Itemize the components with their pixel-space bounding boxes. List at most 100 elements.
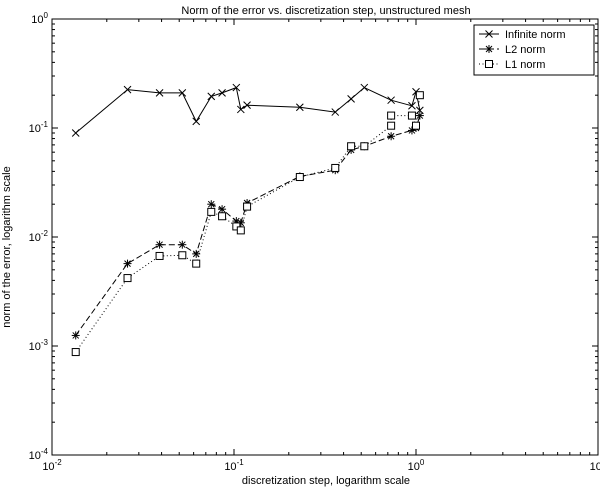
- marker-stroke: [178, 241, 186, 249]
- data-point-series-3: [207, 207, 216, 216]
- marker-square: [192, 259, 201, 268]
- data-point-series-3: [155, 251, 164, 260]
- x-axis-label: discretization step, logarithm scale: [242, 475, 410, 487]
- marker-stroke: [408, 101, 416, 110]
- marker-stroke: [331, 108, 340, 116]
- marker-square: [360, 142, 369, 151]
- marker-square: [412, 121, 420, 130]
- data-point-series-1: [123, 85, 132, 94]
- marker-square: [387, 121, 396, 130]
- marker-stroke: [178, 89, 187, 97]
- data-point-series-1: [178, 89, 187, 97]
- marker-stroke: [192, 250, 200, 258]
- marker-stroke: [156, 241, 163, 249]
- data-point-series-2: [155, 240, 164, 249]
- data-point-series-1: [243, 101, 251, 110]
- marker-stroke: [72, 332, 80, 339]
- data-point-series-1: [236, 105, 245, 114]
- series-line-1: [75, 86, 421, 134]
- marker-stroke: [387, 132, 395, 140]
- marker-stroke: [360, 83, 369, 92]
- data-point-series-2: [192, 249, 201, 258]
- y-axis-label: norm of the error, logarithm scale: [1, 166, 13, 327]
- data-point-series-1: [155, 89, 164, 97]
- legend-entry-3: L1 norm: [505, 59, 545, 71]
- data-point-series-1: [207, 92, 216, 101]
- data-point-series-3: [412, 121, 420, 130]
- marker-square: [415, 91, 424, 100]
- data-point-series-1: [387, 96, 395, 105]
- x-tick-label: 10-1: [224, 458, 244, 473]
- data-point-series-3: [415, 91, 424, 100]
- data-point-series-1: [71, 129, 80, 137]
- marker-square: [387, 111, 396, 120]
- data-point-series-3: [295, 173, 304, 182]
- data-point-series-3: [236, 226, 245, 235]
- y-tick-label: 10-4: [29, 447, 49, 462]
- marker-stroke: [71, 129, 80, 137]
- y-tick-label: 10-3: [29, 338, 49, 353]
- marker-square: [347, 142, 356, 151]
- marker-stroke: [485, 30, 493, 38]
- data-point-series-2: [71, 331, 80, 340]
- legend-marker-3: [485, 60, 493, 68]
- data-point-series-1: [331, 108, 340, 116]
- marker-stroke: [347, 95, 355, 103]
- data-point-series-1: [360, 83, 369, 92]
- data-point-series-1: [408, 101, 416, 110]
- data-point-series-1: [295, 103, 304, 112]
- data-point-series-3: [407, 111, 416, 120]
- plot-area: [51, 18, 599, 456]
- marker-square: [218, 212, 227, 221]
- marker-stroke: [218, 205, 226, 213]
- data-point-series-3: [387, 111, 396, 120]
- marker-stroke: [218, 89, 226, 97]
- marker-square: [155, 251, 164, 260]
- marker-square: [243, 202, 252, 211]
- data-point-series-1: [192, 117, 201, 126]
- data-point-series-1: [232, 83, 241, 92]
- data-point-series-1: [347, 95, 355, 103]
- marker-stroke: [243, 101, 251, 110]
- y-tick-label: 100: [31, 11, 48, 26]
- data-point-series-3: [243, 202, 252, 211]
- marker-square: [71, 348, 80, 357]
- data-point-series-3: [387, 121, 396, 130]
- marker-square: [236, 226, 245, 235]
- data-point-series-3: [123, 274, 132, 283]
- data-point-series-2: [387, 132, 396, 141]
- data-point-series-3: [192, 259, 201, 268]
- marker-stroke: [207, 200, 215, 208]
- marker-stroke: [387, 96, 395, 105]
- chart-title: Norm of the error vs. discretization ste…: [181, 5, 470, 17]
- marker-stroke: [192, 117, 201, 126]
- data-point-series-3: [178, 251, 187, 260]
- marker-stroke: [123, 85, 132, 94]
- data-point-series-3: [360, 142, 369, 151]
- marker-square: [178, 251, 187, 260]
- marker-stroke: [232, 83, 241, 92]
- marker-stroke: [416, 112, 424, 119]
- y-tick-label: 10-2: [29, 229, 49, 244]
- marker-stroke: [236, 105, 245, 114]
- data-point-series-2: [218, 205, 227, 214]
- legend-marker-1: [485, 30, 493, 38]
- legend-box: [473, 24, 595, 76]
- legend-marker-2: [485, 45, 493, 53]
- data-point-series-1: [218, 89, 226, 97]
- marker-square: [295, 173, 304, 182]
- legend-entry-1: Infinite norm: [505, 29, 566, 41]
- marker-square: [407, 111, 416, 120]
- marker-stroke: [485, 45, 493, 53]
- x-tick-label: 10-2: [42, 458, 62, 473]
- data-point-series-3: [347, 142, 356, 151]
- legend-entry-2: L2 norm: [505, 44, 545, 56]
- data-point-series-3: [331, 163, 340, 172]
- marker-stroke: [207, 92, 216, 101]
- marker-stroke: [155, 89, 164, 97]
- data-point-series-3: [218, 212, 227, 221]
- data-point-series-3: [71, 348, 80, 357]
- marker-square: [123, 274, 132, 283]
- marker-stroke: [124, 260, 131, 267]
